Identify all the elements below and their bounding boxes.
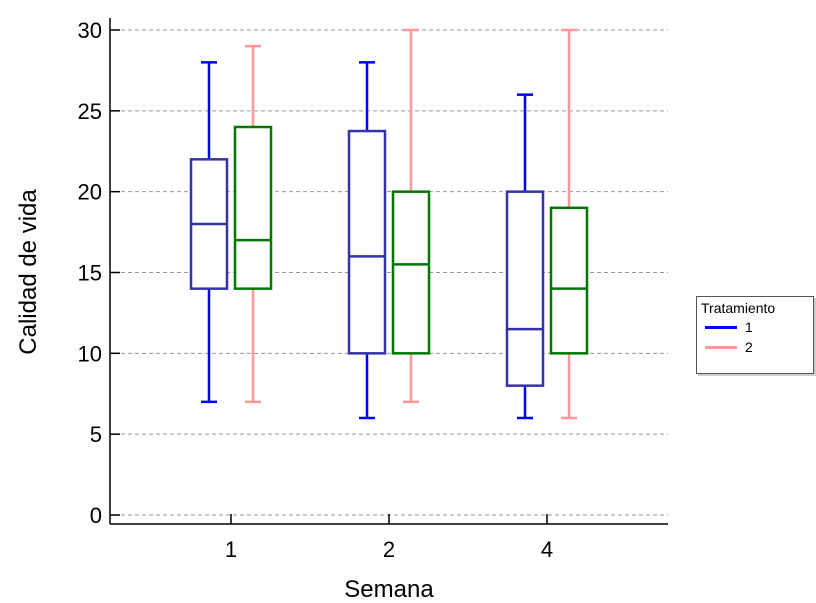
x-tick-label-2: 2 [383,537,395,562]
y-tick-label-5: 5 [90,422,102,447]
box-iqr [549,206,589,355]
y-tick-label-10: 10 [78,341,102,366]
box-series1-semana4 [505,93,545,420]
box-iqr [505,190,545,387]
box-series1-semana2 [347,61,387,420]
x-tick-label-4: 4 [541,537,553,562]
y-tick-label-15: 15 [78,261,102,286]
box-iqr [347,129,387,355]
y-tick-label-25: 25 [78,99,102,124]
legend-swatch-2 [705,346,737,349]
box-series2-semana1 [233,44,273,404]
legend-label-1: 1 [745,319,753,335]
box-series [189,28,589,420]
y-tick-label-30: 30 [78,18,102,43]
box-iqr [391,190,431,355]
box-iqr [233,125,273,290]
legend-item-1: 1 [705,319,805,335]
legend-label-2: 2 [745,339,753,355]
box-series2-semana4 [549,28,589,420]
axes: 0 5 10 15 20 25 30 1 2 4 [78,18,668,562]
box-series1-semana1 [189,61,229,404]
x-axis-title: Semana [344,576,434,603]
y-tick-label-0: 0 [90,503,102,528]
y-axis-title: Calidad de vida [15,189,42,355]
y-tick-label-20: 20 [78,180,102,205]
box-series2-semana2 [391,28,431,404]
legend: Tratamiento 1 2 [696,296,814,374]
legend-title: Tratamiento [701,300,776,316]
legend-swatch-1 [705,326,737,329]
legend-item-2: 2 [705,339,805,355]
x-tick-label-1: 1 [225,537,237,562]
